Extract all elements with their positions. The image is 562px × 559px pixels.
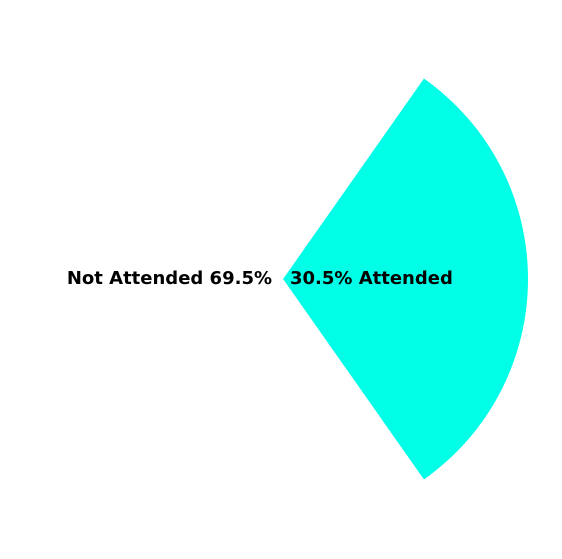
- slice-not-attended: [38, 33, 424, 525]
- label-attended: 30.5% Attended: [290, 268, 453, 289]
- slice-attended: [283, 78, 529, 480]
- label-not-attended: Not Attended 69.5%: [67, 268, 272, 289]
- pie-slices: [38, 33, 529, 525]
